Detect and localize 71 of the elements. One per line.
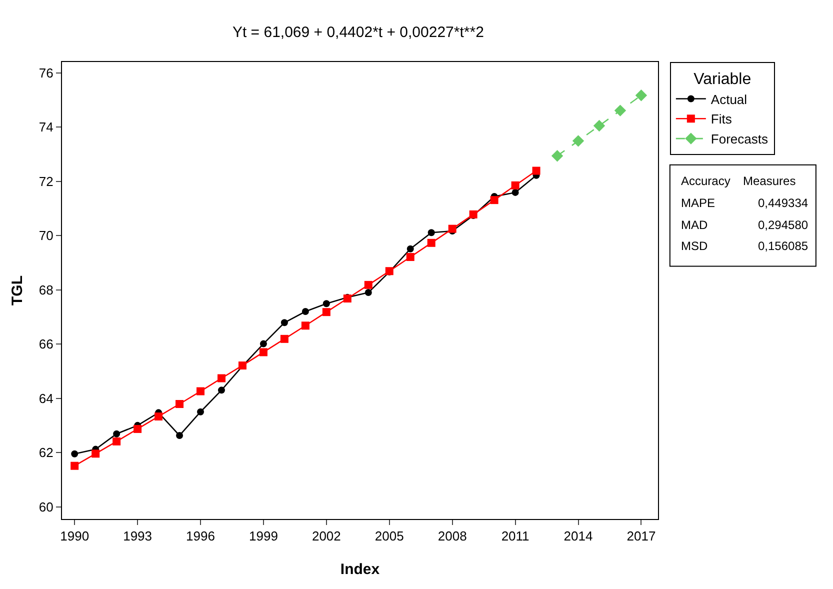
point bbox=[154, 412, 163, 420]
legend-label: Fits bbox=[710, 112, 732, 127]
point bbox=[448, 224, 456, 233]
text: 0,156085 bbox=[758, 239, 808, 253]
x-tick-label: 2002 bbox=[312, 528, 341, 544]
point bbox=[532, 166, 540, 175]
point bbox=[112, 437, 121, 446]
point bbox=[71, 450, 78, 458]
y-tick-label: 62 bbox=[38, 445, 54, 460]
point bbox=[176, 432, 184, 439]
point bbox=[572, 135, 584, 147]
point bbox=[551, 150, 564, 162]
y-tick-label: 74 bbox=[38, 120, 54, 135]
point bbox=[92, 450, 100, 458]
point bbox=[196, 387, 205, 396]
text: Measures bbox=[743, 174, 796, 188]
x-tick-label: 1996 bbox=[186, 528, 215, 544]
y-tick-label: 72 bbox=[38, 174, 54, 189]
text: MAD bbox=[681, 218, 708, 232]
x-tick-label: 1990 bbox=[60, 528, 90, 544]
y-tick-label: 76 bbox=[38, 65, 54, 80]
point bbox=[614, 104, 626, 116]
y-tick-label: 66 bbox=[38, 336, 54, 352]
point bbox=[176, 400, 184, 408]
point bbox=[197, 408, 204, 416]
point bbox=[218, 386, 225, 394]
y-tick-label: 70 bbox=[38, 228, 54, 244]
point bbox=[260, 340, 267, 348]
point bbox=[635, 90, 648, 102]
x-tick-label: 1993 bbox=[123, 528, 152, 544]
point bbox=[364, 289, 372, 296]
point bbox=[406, 245, 414, 252]
point bbox=[364, 280, 372, 289]
text: 0,449334 bbox=[758, 196, 808, 210]
x-tick-label: 1999 bbox=[249, 528, 278, 544]
x-tick-label: 2014 bbox=[564, 528, 593, 544]
point bbox=[322, 300, 330, 308]
text: 0,294580 bbox=[758, 218, 808, 232]
point bbox=[490, 196, 498, 204]
y-axis-title: TGL bbox=[9, 276, 26, 306]
x-tick-label: 2017 bbox=[626, 528, 656, 544]
point bbox=[280, 319, 288, 326]
point bbox=[302, 308, 309, 316]
x-tick-label: 2008 bbox=[438, 528, 467, 544]
point bbox=[301, 322, 310, 330]
x-tick-label: 2011 bbox=[501, 528, 530, 544]
point bbox=[280, 334, 288, 343]
point bbox=[113, 430, 120, 438]
point bbox=[134, 424, 142, 433]
x-tick-label: 2005 bbox=[374, 528, 404, 544]
text: MAPE bbox=[681, 196, 716, 210]
text: MSD bbox=[681, 239, 708, 253]
point bbox=[512, 188, 519, 196]
legend-label: Actual bbox=[710, 92, 748, 107]
point bbox=[70, 462, 79, 470]
point bbox=[428, 229, 435, 236]
point bbox=[593, 120, 606, 132]
point bbox=[511, 181, 520, 190]
text: Accuracy bbox=[681, 174, 730, 188]
y-tick-label: 64 bbox=[38, 390, 54, 406]
point bbox=[427, 238, 436, 247]
y-tick-label: 60 bbox=[38, 499, 54, 514]
point bbox=[259, 348, 268, 356]
point bbox=[406, 253, 414, 261]
point bbox=[322, 308, 330, 316]
chart-title: Yt = 61,069 + 0,4402*t + 0,00227*t**2 bbox=[232, 24, 484, 42]
x-axis-title: Index bbox=[340, 561, 380, 578]
point bbox=[217, 374, 226, 382]
legend-label: Forecasts bbox=[710, 132, 768, 147]
y-tick-label: 68 bbox=[38, 282, 54, 298]
legend-title: Variable bbox=[694, 70, 752, 88]
